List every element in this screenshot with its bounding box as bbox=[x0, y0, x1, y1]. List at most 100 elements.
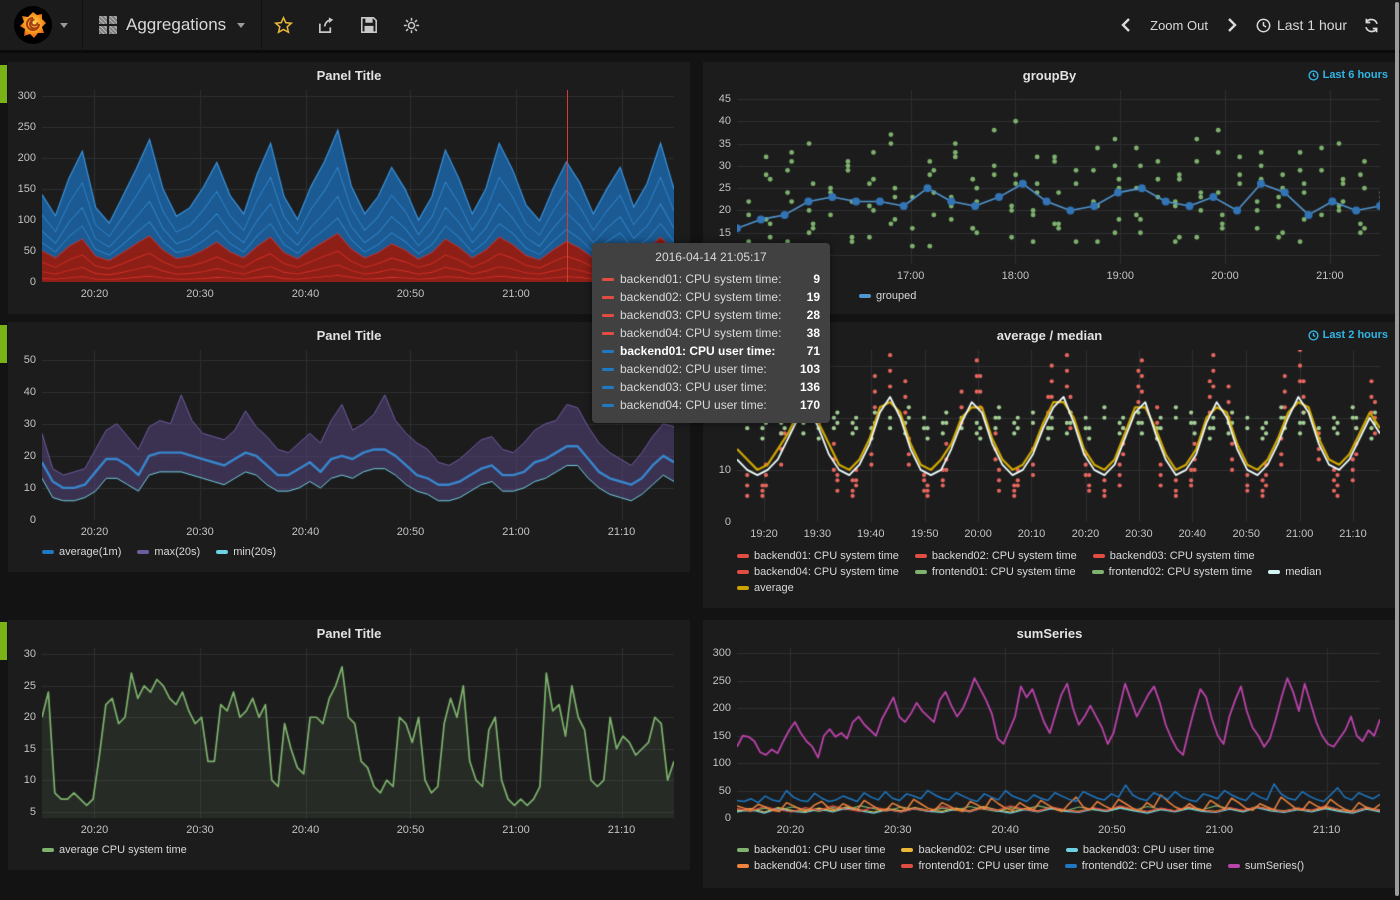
legend-item[interactable]: frontend01: CPU system time bbox=[914, 566, 1076, 578]
refresh-button[interactable] bbox=[1361, 17, 1382, 34]
series-color-dash bbox=[602, 403, 614, 407]
panel-time-override-badge[interactable]: Last 2 hours bbox=[1308, 329, 1388, 341]
x-axis: 17:00 18:00 19:00 20:00 21:00 bbox=[737, 270, 1380, 286]
legend-item[interactable]: backend04: CPU system time bbox=[737, 566, 899, 578]
x-tick-label: 20:20 bbox=[1071, 528, 1100, 540]
scrollbar[interactable] bbox=[1395, 2, 1399, 896]
y-tick-label: 20 bbox=[23, 711, 36, 724]
panel-title[interactable]: average / median bbox=[996, 328, 1103, 343]
legend-item[interactable]: backend03: CPU user time bbox=[1065, 844, 1214, 856]
legend-item[interactable]: grouped bbox=[859, 290, 916, 302]
legend-item[interactable]: backend02: CPU user time bbox=[901, 844, 1050, 856]
x-tick-label: 20:40 bbox=[991, 824, 1019, 836]
y-axis: 0 50 100 150 200 250 300 bbox=[703, 620, 734, 888]
chart-plot[interactable] bbox=[42, 648, 674, 818]
panel-title[interactable]: Panel Title bbox=[316, 68, 382, 83]
legend-swatch bbox=[1092, 554, 1105, 558]
y-axis: 0 50 100 150 200 250 300 bbox=[8, 62, 39, 314]
legend-swatch bbox=[1091, 570, 1104, 574]
panel-title[interactable]: Panel Title bbox=[316, 626, 382, 641]
legend-swatch bbox=[901, 864, 914, 868]
legend-item[interactable]: backend01: CPU user time bbox=[737, 844, 885, 856]
x-axis: 20:20 20:30 20:40 20:50 21:00 21:10 bbox=[42, 526, 674, 542]
legend-swatch bbox=[737, 864, 749, 868]
time-range-picker[interactable]: Last 1 hour bbox=[1256, 17, 1347, 33]
tooltip-row: backend02: CPU user time: 103 bbox=[602, 360, 820, 378]
panel-average-cpu: Panel Title 5 10 15 20 25 30 20:20 20:30 20:40 2… bbox=[8, 620, 690, 870]
y-tick-label: 15 bbox=[23, 742, 36, 755]
y-tick-label: 5 bbox=[29, 805, 36, 818]
grafana-logo-button[interactable] bbox=[0, 0, 82, 50]
series-color-dash bbox=[602, 385, 614, 389]
legend-label: backend02: CPU system time bbox=[931, 550, 1077, 562]
row-collapse-handle[interactable] bbox=[0, 65, 7, 103]
time-forward-button[interactable] bbox=[1222, 18, 1242, 32]
clock-icon bbox=[1308, 329, 1319, 341]
panel-time-override-badge[interactable]: Last 6 hours bbox=[1308, 69, 1388, 81]
y-tick-label: 35 bbox=[718, 137, 731, 150]
panel-stacked-area: Panel Title 0 50 100 150 200 250 300 20:20 20:3… bbox=[8, 62, 690, 314]
legend-swatch bbox=[1064, 864, 1077, 868]
legend-item[interactable]: average bbox=[737, 582, 794, 594]
panel-title[interactable]: Panel Title bbox=[316, 328, 382, 343]
legend-item[interactable]: frontend02: CPU system time bbox=[1091, 566, 1252, 578]
chart-plot[interactable] bbox=[42, 350, 674, 520]
dashboard-grid-icon bbox=[99, 16, 117, 34]
legend-item[interactable]: min(20s) bbox=[216, 546, 276, 558]
y-tick-label: 0 bbox=[29, 514, 36, 526]
legend-item[interactable]: frontend02: CPU user time bbox=[1064, 860, 1212, 872]
tooltip-series-value: 136 bbox=[799, 380, 820, 394]
chart-plot[interactable] bbox=[737, 648, 1380, 818]
legend-item[interactable]: median bbox=[1268, 566, 1321, 578]
x-tick-label: 21:10 bbox=[607, 824, 636, 836]
save-icon bbox=[361, 17, 378, 33]
y-axis: 0 10 20 30 40 50 bbox=[8, 322, 39, 572]
share-button[interactable] bbox=[305, 0, 348, 50]
tooltip-row: backend02: CPU system time: 19 bbox=[602, 288, 820, 306]
row-collapse-handle[interactable] bbox=[0, 325, 7, 363]
legend-label: grouped bbox=[876, 290, 917, 302]
star-button[interactable] bbox=[262, 0, 305, 50]
chart-plot[interactable] bbox=[737, 90, 1380, 264]
dashboard-title: Aggregations bbox=[126, 15, 227, 34]
gear-icon bbox=[404, 17, 420, 33]
x-tick-label: 19:20 bbox=[750, 528, 778, 540]
legend-item[interactable]: sumSeries() bbox=[1227, 860, 1304, 872]
tooltip-series-label: backend03: CPU user time: bbox=[620, 380, 767, 394]
x-tick-label: 20:50 bbox=[1232, 528, 1261, 540]
settings-button[interactable] bbox=[390, 0, 433, 50]
x-tick-label: 20:50 bbox=[396, 288, 425, 300]
x-axis: 19:20 19:30 19:40 19:50 20:00 20:10 20:20 20:30… bbox=[737, 528, 1380, 544]
legend-item[interactable]: backend01: CPU system time bbox=[737, 550, 899, 562]
tooltip-series-label: backend01: CPU system time: bbox=[620, 272, 782, 286]
x-tick-label: 20:40 bbox=[291, 288, 320, 300]
x-tick-label: 19:50 bbox=[910, 528, 939, 540]
zoom-out-button[interactable]: Zoom Out bbox=[1150, 17, 1208, 33]
tooltip-series-label: backend04: CPU system time: bbox=[620, 326, 782, 340]
panel-title[interactable]: sumSeries bbox=[1016, 626, 1083, 641]
x-tick-label: 21:00 bbox=[1285, 528, 1314, 540]
chart-plot[interactable] bbox=[737, 350, 1380, 522]
y-tick-label: 300 bbox=[712, 647, 731, 660]
row-collapse-handle[interactable] bbox=[0, 622, 7, 660]
legend-item[interactable]: frontend01: CPU user time bbox=[901, 860, 1049, 872]
panel-title[interactable]: groupBy bbox=[1022, 68, 1077, 83]
legend-swatch bbox=[1227, 864, 1240, 868]
legend-swatch bbox=[737, 848, 749, 852]
dashboard-picker[interactable]: Aggregations bbox=[83, 0, 261, 50]
y-tick-label: 250 bbox=[712, 674, 731, 687]
legend-item[interactable]: backend04: CPU user time bbox=[737, 860, 885, 872]
legend-label: backend03: CPU system time bbox=[1109, 550, 1255, 562]
legend-item[interactable]: average CPU system time bbox=[42, 844, 187, 856]
legend-item[interactable]: max(20s) bbox=[137, 546, 200, 558]
chart-plot[interactable] bbox=[42, 90, 674, 282]
y-tick-label: 40 bbox=[23, 385, 36, 398]
save-button[interactable] bbox=[348, 0, 390, 50]
clock-icon bbox=[1308, 69, 1319, 81]
legend-item[interactable]: backend02: CPU system time bbox=[914, 550, 1077, 562]
legend-item[interactable]: average(1m) bbox=[42, 546, 121, 558]
legend-item[interactable]: backend03: CPU system time bbox=[1092, 550, 1255, 562]
time-back-button[interactable] bbox=[1116, 18, 1136, 32]
x-axis: 20:20 20:30 20:40 20:50 21:00 21:10 bbox=[737, 824, 1380, 840]
star-icon bbox=[274, 15, 294, 34]
